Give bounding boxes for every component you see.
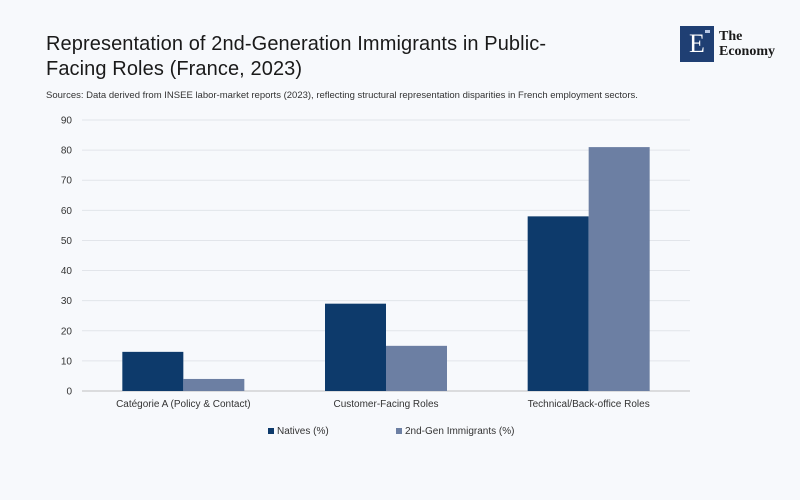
x-tick-label: Technical/Back-office Roles [528, 399, 650, 410]
y-tick-label: 20 [61, 326, 73, 337]
logo-line-1: The [719, 29, 743, 44]
y-tick-label: 10 [61, 356, 73, 367]
bar-immigrants [386, 345, 447, 391]
x-tick-label: Catégorie A (Policy & Contact) [116, 399, 251, 410]
y-tick-label: 0 [66, 387, 72, 398]
legend-swatch [268, 428, 274, 434]
y-tick-label: 30 [61, 296, 73, 307]
bar-immigrants [183, 378, 245, 391]
y-tick-label: 90 [61, 116, 73, 127]
legend-label: 2nd-Gen Immigrants (%) [405, 426, 514, 437]
bars [122, 147, 650, 391]
y-tick-label: 50 [61, 236, 73, 247]
y-tick-label: 60 [61, 206, 73, 217]
chart-subtitle: Sources: Data derived from INSEE labor-m… [46, 90, 638, 101]
y-tick-label: 80 [61, 146, 73, 157]
logo-wordmark: The Economy [719, 29, 775, 59]
chart-title: Representation of 2nd-Generation Immigra… [46, 33, 547, 80]
bar-natives [527, 216, 589, 391]
y-tick-label: 70 [61, 176, 73, 187]
legend: Natives (%) 2nd-Gen Immigrants (%) [268, 426, 514, 437]
y-tick-label: 40 [61, 266, 73, 277]
bar-immigrants [588, 147, 650, 391]
bar-natives [325, 303, 386, 391]
logo-line-2: Economy [719, 44, 775, 59]
the-economy-logo[interactable]: E The Economy [680, 26, 775, 62]
bar-natives [122, 351, 184, 391]
x-axis-labels: Catégorie A (Policy & Contact) Customer-F… [116, 399, 650, 410]
legend-swatch [396, 428, 402, 434]
legend-item[interactable]: 2nd-Gen Immigrants (%) [396, 426, 514, 437]
y-axis-ticks: 0 10 20 30 40 50 60 70 80 90 [61, 116, 73, 398]
legend-item[interactable]: Natives (%) [268, 426, 329, 437]
x-tick-label: Customer-Facing Roles [333, 399, 438, 410]
legend-label: Natives (%) [277, 426, 329, 437]
logo-mark: E [680, 26, 714, 62]
